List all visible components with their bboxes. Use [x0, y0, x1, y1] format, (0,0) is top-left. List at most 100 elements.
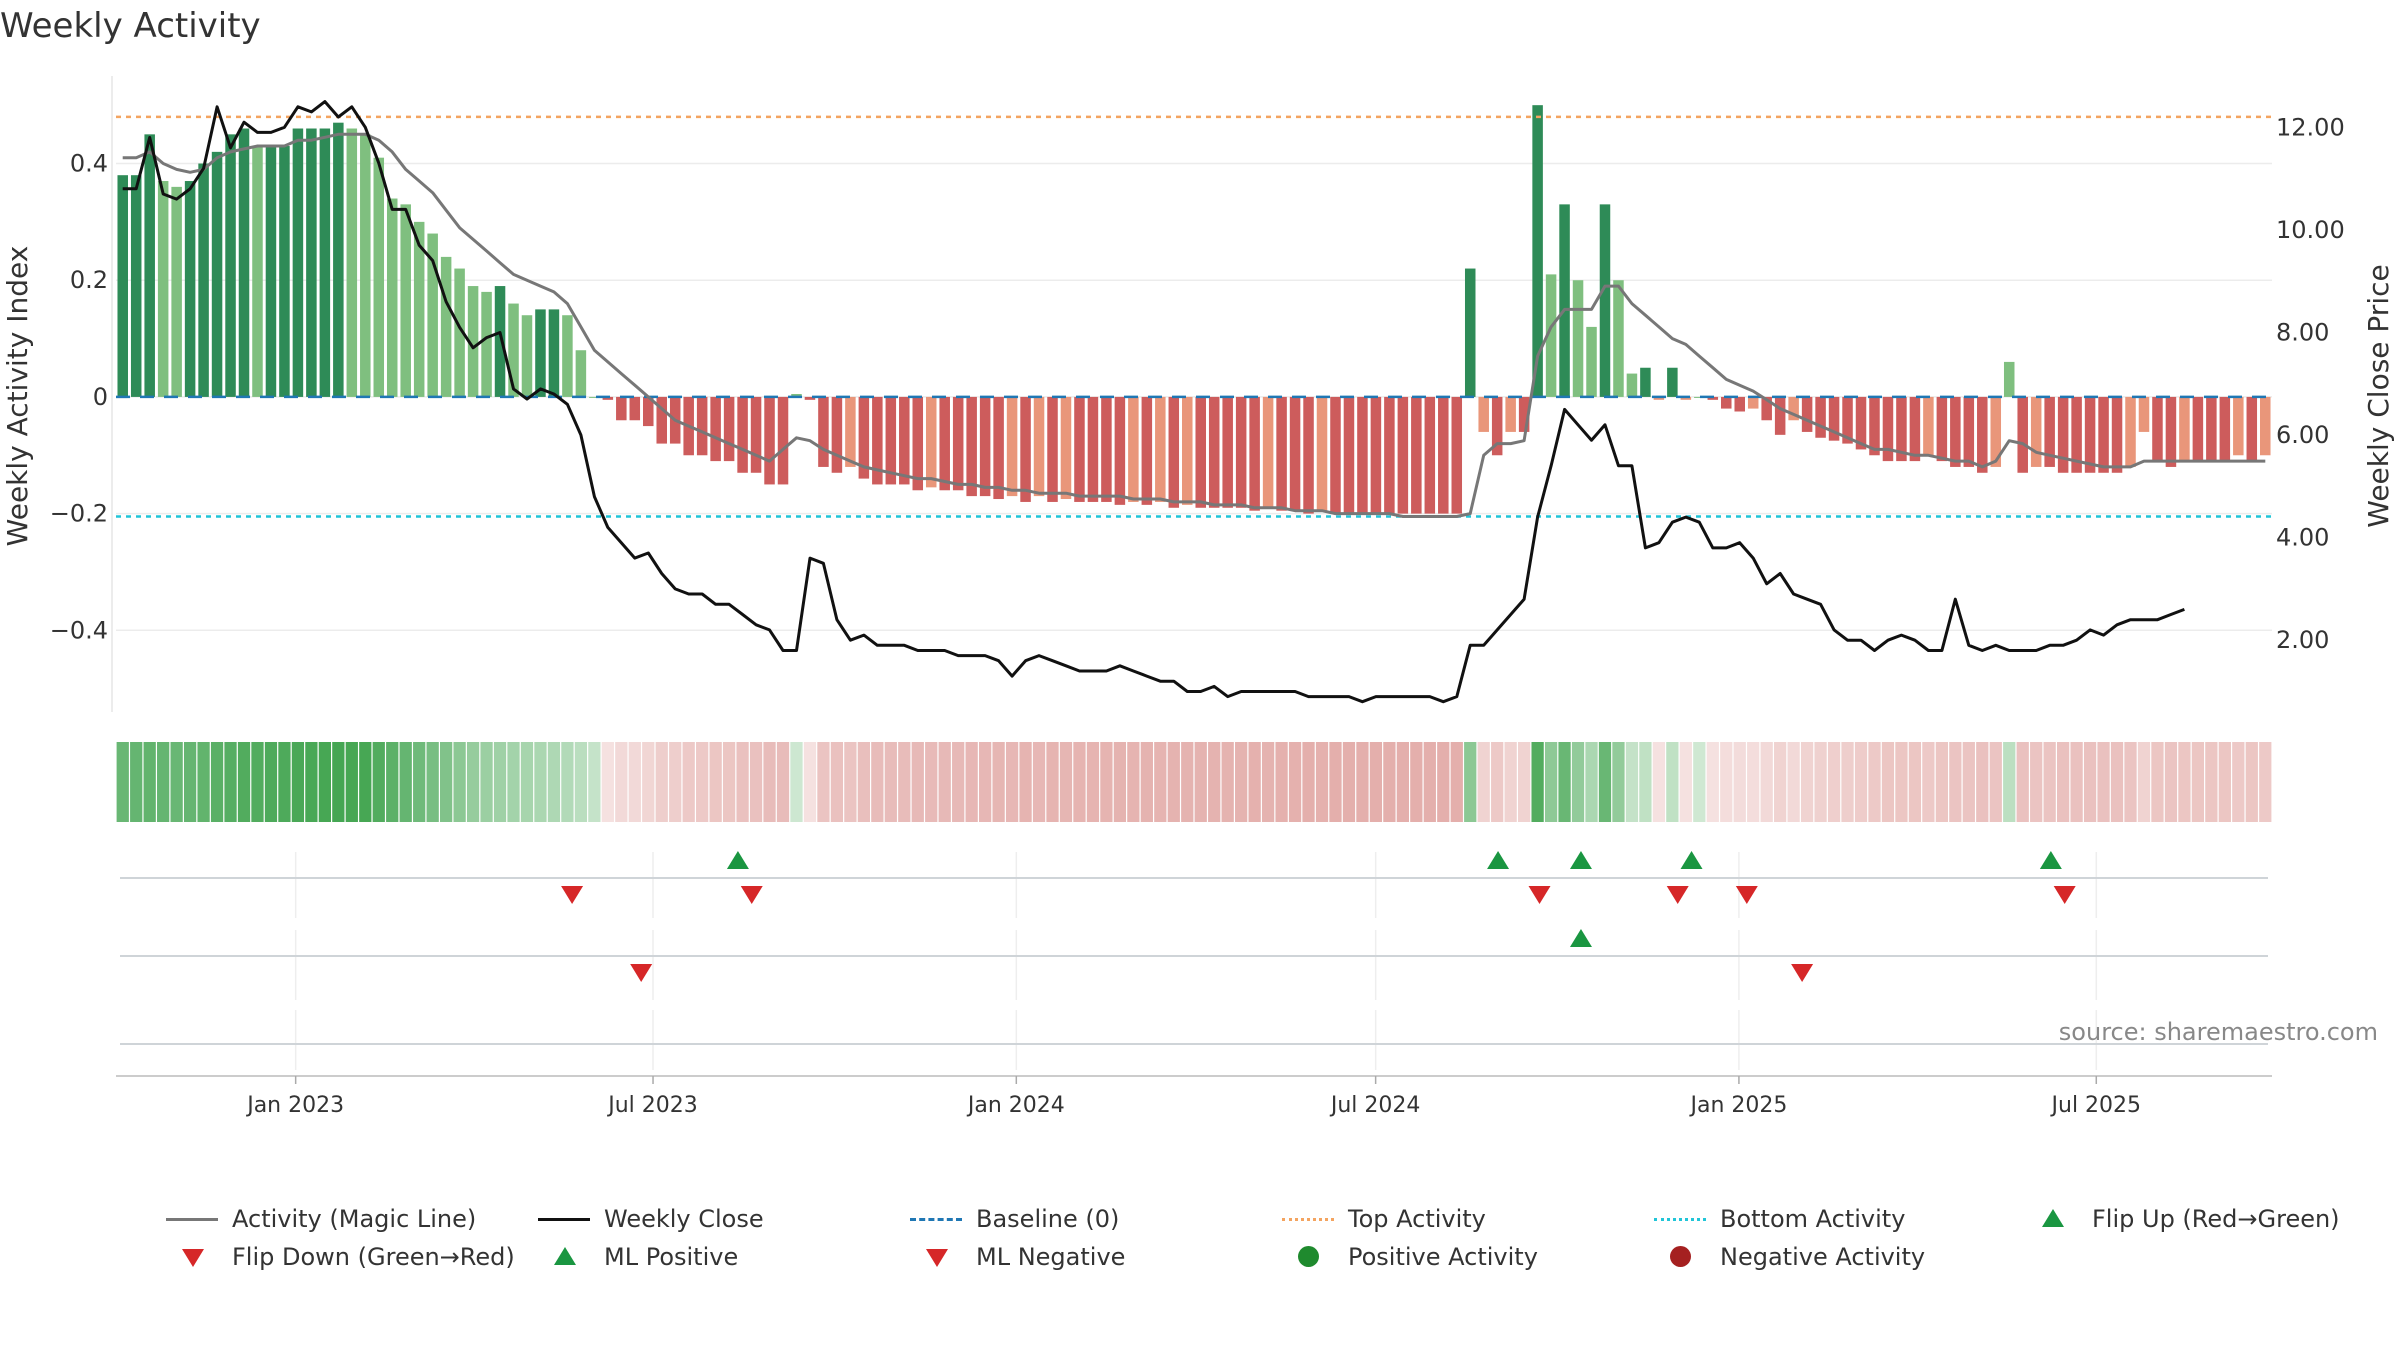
strip-cell	[1679, 742, 1692, 822]
strip-cell	[2110, 742, 2124, 822]
ml-down-marker	[1791, 964, 1814, 982]
strip-cell	[1369, 742, 1383, 822]
activity-bar	[696, 396, 708, 456]
activity-bar	[440, 256, 452, 397]
y-right-axis-label: Weekly Close Price	[2362, 264, 2395, 527]
strip-cell	[547, 742, 561, 822]
activity-bar	[643, 396, 654, 427]
strip-cell	[817, 742, 830, 822]
strip-cell	[1140, 742, 1153, 822]
legend-item: Flip Down (Green→Red)	[160, 1243, 515, 1271]
strip-cell	[1464, 742, 1477, 822]
activity-bar	[238, 128, 250, 397]
activity-bar	[2057, 396, 2069, 473]
y-left-tick-label: 0.2	[70, 266, 108, 294]
legend-item: Bottom Activity	[1648, 1205, 1905, 1233]
activity-bar	[1114, 396, 1126, 505]
strip-cell	[1019, 742, 1032, 822]
strip-cell	[1598, 742, 1612, 822]
strip-cell	[251, 742, 264, 822]
magic-line	[122, 132, 2266, 518]
strip-cell	[871, 742, 884, 822]
strip-cell	[642, 742, 655, 822]
strip-cell	[183, 742, 197, 822]
source-note: source: sharemaestro.com	[2059, 1018, 2378, 1046]
activity-strip	[116, 742, 2272, 822]
strip-cell	[1477, 742, 1490, 822]
activity-bar	[629, 396, 641, 421]
strip-cell	[130, 742, 143, 822]
activity-bar	[1505, 396, 1516, 432]
strip-cell	[534, 742, 547, 822]
strip-cell	[1194, 742, 1207, 822]
activity-bar	[1357, 396, 1368, 514]
activity-bar	[521, 315, 533, 397]
legend-swatch-mark	[1654, 1218, 1706, 1221]
strip-cell	[1261, 742, 1275, 822]
strip-cell	[830, 742, 844, 822]
weekly-activity-chart: 0.4 0.2 0 −0.2 −0.4 12.00 10.00 8.00 6.00 4.00 2.0…	[1, 76, 2395, 1118]
activity-bar	[885, 396, 897, 485]
strip-cell	[1315, 742, 1329, 822]
strip-cell	[372, 742, 385, 822]
legend-swatch-mark	[1282, 1218, 1334, 1221]
reference-lines	[116, 115, 2272, 518]
strip-cell	[1410, 742, 1423, 822]
activity-bar	[723, 396, 735, 462]
activity-bar	[198, 163, 209, 397]
legend-swatch	[532, 1245, 596, 1269]
activity-bar	[993, 396, 1004, 500]
activity-bar	[575, 350, 587, 397]
strip-cell	[1868, 742, 1881, 822]
strip-cell	[1100, 742, 1113, 822]
strip-cell	[655, 742, 668, 822]
activity-bar	[2246, 396, 2258, 462]
strip-cell	[1032, 742, 1046, 822]
strip-cell	[520, 742, 534, 822]
flips-down-marker	[1666, 886, 1689, 904]
activity-bar	[1276, 396, 1287, 511]
legend-item: ML Positive	[532, 1243, 738, 1271]
legend-swatch	[1276, 1207, 1340, 1231]
activity-bar	[750, 396, 762, 473]
strip-cell	[2259, 742, 2272, 822]
strip-cell	[1127, 742, 1140, 822]
strip-cell	[143, 742, 156, 822]
activity-bar	[225, 134, 236, 397]
strip-cell	[952, 742, 965, 822]
strip-cell	[1774, 742, 1787, 822]
activity-bar	[184, 181, 196, 397]
activity-bar	[1464, 268, 1476, 397]
activity-bar	[117, 175, 128, 397]
activity-bar	[1249, 396, 1260, 511]
legend-swatch	[1648, 1207, 1712, 1231]
strip-cell	[386, 742, 399, 822]
strip-cell	[803, 742, 817, 822]
legend-label: ML Positive	[604, 1243, 739, 1271]
activity-bar	[791, 394, 802, 397]
strip-cell	[1720, 742, 1733, 822]
legend-swatch-mark	[910, 1218, 962, 1221]
strip-cell	[1976, 742, 1989, 822]
activity-bar	[1141, 396, 1153, 505]
ml-down-marker	[630, 964, 653, 982]
x-tick-label: Jan 2023	[245, 1093, 344, 1118]
strip-cell	[1221, 742, 1234, 822]
strip-cell	[2016, 742, 2029, 822]
activity-bar	[616, 396, 627, 421]
activity-bar	[1047, 396, 1058, 502]
strip-cell	[1423, 742, 1436, 822]
strip-cell	[2218, 742, 2231, 822]
legend-label: Activity (Magic Line)	[232, 1205, 477, 1233]
strip-cell	[1558, 742, 1571, 822]
strip-cell	[1396, 742, 1409, 822]
activity-bar	[1667, 367, 1678, 397]
activity-bar	[1815, 396, 1826, 438]
legend-swatch-mark	[926, 1249, 948, 1267]
activity-bar	[535, 309, 546, 397]
y-left-tick-label: 0.4	[70, 150, 108, 178]
activity-bar	[1747, 396, 1759, 409]
strip-cell	[938, 742, 951, 822]
activity-bar	[925, 396, 937, 488]
legend-swatch	[1648, 1245, 1712, 1269]
